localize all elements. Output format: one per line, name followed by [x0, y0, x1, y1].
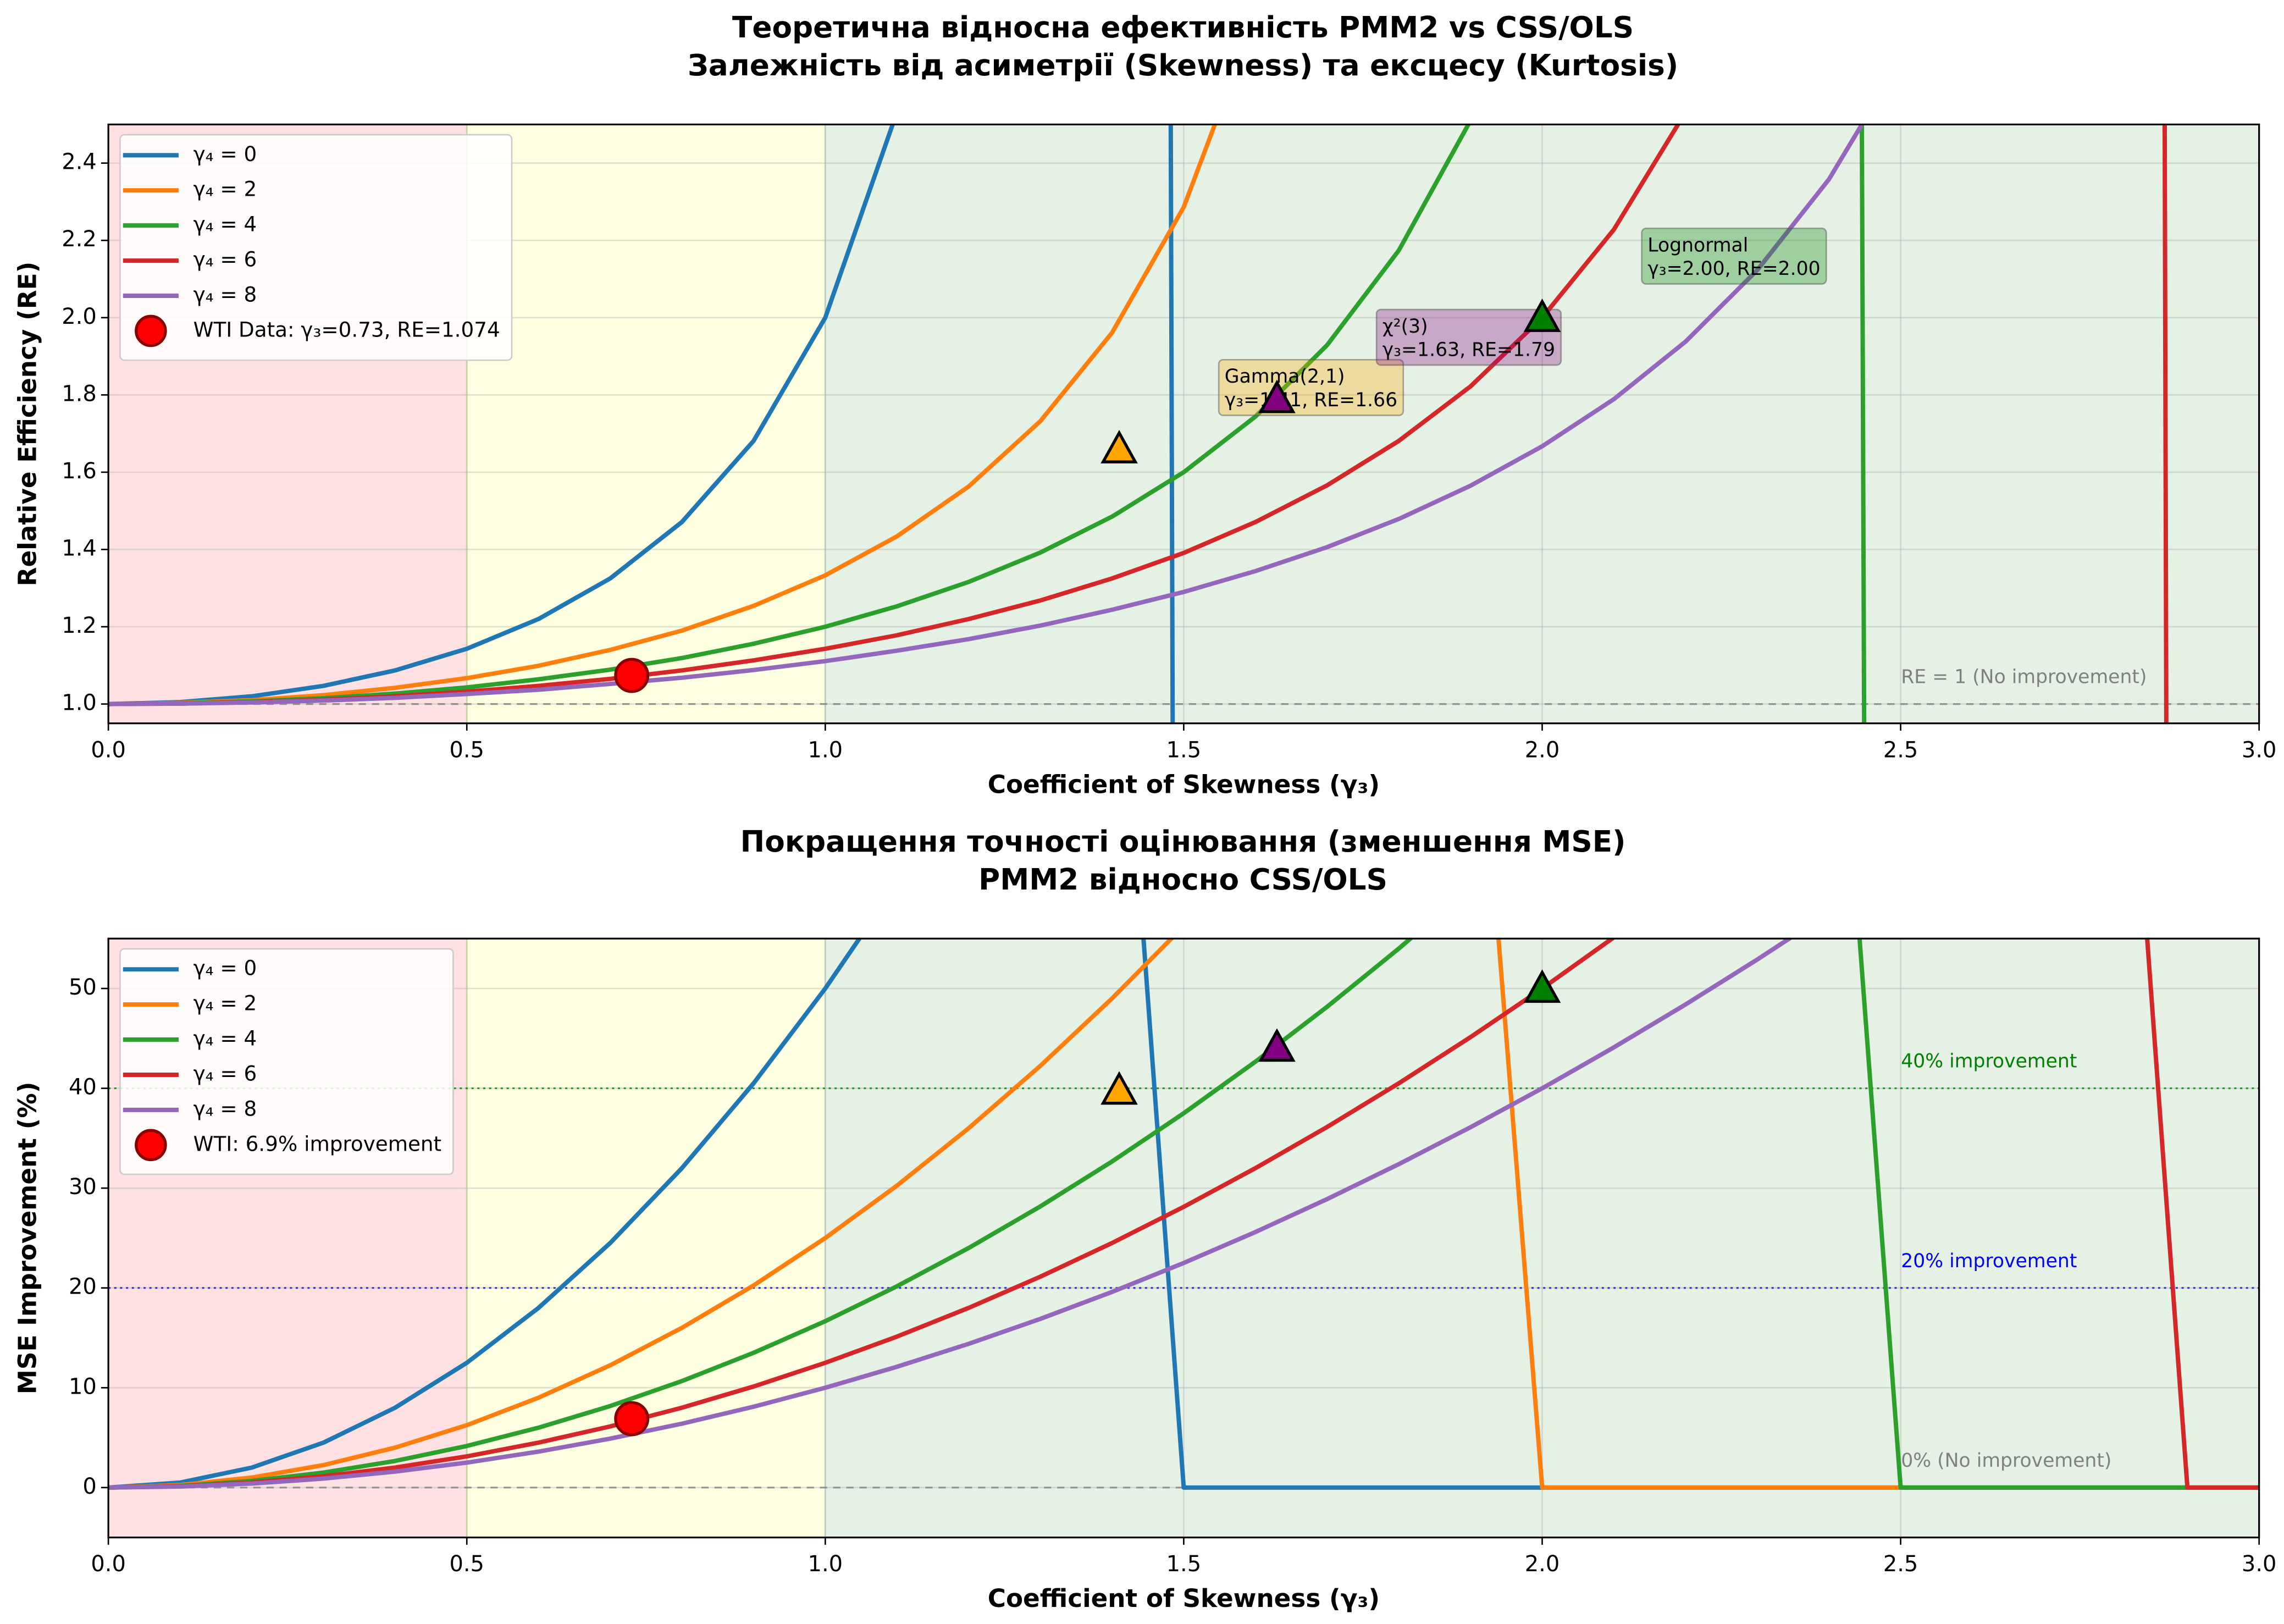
series-line	[108, 124, 2169, 723]
legend-label: γ₄ = 2	[193, 177, 257, 201]
legend-frame	[119, 134, 513, 361]
annotation: Gamma(2,1)γ₃=1.41, RE=1.66	[1218, 358, 1404, 416]
data-point	[1523, 299, 1561, 332]
y-tick-label: 1.6	[62, 459, 97, 484]
data-point	[1523, 969, 1561, 1003]
legend-label: γ₄ = 4	[193, 212, 257, 236]
legend-label: γ₄ = 4	[193, 1026, 257, 1051]
y-tick-label: 2.0	[62, 304, 97, 329]
x-tick-label: 0.5	[449, 737, 484, 763]
y-tick-label: 0	[82, 1474, 96, 1499]
series-line	[108, 938, 1794, 1490]
lines	[108, 938, 2259, 1490]
y-tick-label: 1.0	[62, 691, 97, 716]
plot-frame	[107, 937, 2260, 1539]
reference-label: 40% improvement	[1901, 1051, 2077, 1073]
legend: γ₄ = 0 γ₄ = 2 γ₄ = 4 γ₄ = 6 γ₄ = 8 WTI Data: …	[119, 134, 513, 361]
x-tick-label: 1.0	[808, 1551, 843, 1577]
subplot: Покращення точності оцінювання (зменшенн…	[13, 825, 2277, 1613]
plot-frame	[107, 123, 2260, 725]
series-line	[108, 938, 2259, 1490]
y-axis-label: MSE Improvement (%)	[13, 1082, 42, 1395]
reference-label: 0% (No improvement)	[1901, 1450, 2111, 1472]
x-axis-label: Coefficient of Skewness (γ₃)	[988, 770, 1380, 799]
series-line	[108, 124, 1867, 723]
x-tick-label: 2.5	[1883, 1551, 1918, 1577]
legend-label: γ₄ = 0	[193, 956, 257, 980]
x-tick-label: 2.0	[1525, 737, 1560, 763]
subplot: Теоретична відносна ефективність PMM2 vs…	[13, 10, 2277, 799]
series-line	[108, 124, 1218, 706]
chart-title: Покращення точності оцінювання (зменшенн…	[740, 825, 1626, 859]
legend-swatch	[135, 1129, 167, 1162]
legend-label: γ₄ = 8	[193, 283, 257, 307]
x-tick-label: 2.5	[1883, 737, 1918, 763]
legend-frame	[119, 948, 454, 1175]
annotation: χ²(3)γ₃=1.63, RE=1.79	[1375, 308, 1562, 366]
x-axis-label: Coefficient of Skewness (γ₃)	[988, 1584, 1380, 1613]
series-line	[108, 124, 1865, 706]
chart-title: Залежність від асиметрії (Skewness) та е…	[688, 48, 1678, 82]
y-tick-label: 10	[69, 1374, 97, 1399]
x-tick-label: 3.0	[2242, 1551, 2277, 1577]
y-tick-label: 50	[69, 975, 97, 1000]
data-point	[1100, 1071, 1138, 1105]
chart-title: PMM2 відносно CSS/OLS	[978, 863, 1387, 897]
data-point	[614, 658, 650, 693]
y-tick-label: 2.4	[62, 150, 97, 175]
legend-label: WTI Data: γ₃=0.73, RE=1.074	[193, 317, 500, 341]
region	[466, 937, 826, 1538]
y-tick-label: 1.2	[62, 613, 97, 638]
y-tick-label: 30	[69, 1174, 97, 1200]
legend-label: γ₄ = 0	[193, 142, 257, 166]
annotation-text: Gamma(2,1)	[1225, 366, 1345, 388]
x-tick-label: 1.5	[1166, 1551, 1202, 1577]
legend: γ₄ = 0 γ₄ = 2 γ₄ = 4 γ₄ = 6 γ₄ = 8 WTI: 6.9% …	[119, 948, 454, 1175]
y-tick-label: 2.2	[62, 227, 97, 252]
annotation-text: χ²(3)	[1382, 316, 1428, 338]
x-tick-label: 3.0	[2242, 737, 2277, 763]
reference-label: 20% improvement	[1901, 1250, 2077, 1272]
reference-label: RE = 1 (No improvement)	[1901, 666, 2147, 688]
series-line	[108, 124, 1175, 723]
annotation-box	[1375, 308, 1562, 366]
y-tick-label: 1.4	[62, 535, 97, 561]
y-tick-label: 40	[69, 1075, 97, 1100]
series-line	[108, 938, 2259, 1490]
lines	[108, 124, 2169, 723]
region	[466, 124, 826, 725]
y-tick-label: 1.8	[62, 381, 97, 406]
data-point	[1100, 429, 1138, 463]
x-tick-label: 1.0	[808, 737, 843, 763]
x-tick-label: 0.0	[91, 1551, 126, 1577]
data-point	[1258, 379, 1296, 413]
data-point	[614, 1401, 650, 1437]
x-tick-label: 2.0	[1525, 1551, 1560, 1577]
annotation-box	[1641, 227, 1827, 285]
region	[824, 124, 2260, 725]
legend-label: γ₄ = 6	[193, 247, 257, 272]
annotation-text: γ₃=1.63, RE=1.79	[1382, 339, 1555, 361]
legend-label: γ₄ = 8	[193, 1096, 257, 1120]
legend-label: WTI: 6.9% improvement	[193, 1131, 442, 1156]
x-tick-label: 0.0	[91, 737, 126, 763]
y-axis-label: Relative Efficiency (RE)	[13, 262, 42, 587]
annotation-text: γ₃=1.41, RE=1.66	[1225, 389, 1397, 411]
legend-label: γ₄ = 6	[193, 1061, 257, 1085]
legend-swatch	[135, 314, 167, 347]
chart-title: Теоретична відносна ефективність PMM2 vs…	[732, 10, 1634, 45]
annotation-text: Lognormal	[1647, 234, 1748, 256]
x-tick-label: 1.5	[1166, 737, 1202, 763]
data-point	[1258, 1028, 1296, 1062]
x-tick-label: 0.5	[449, 1551, 484, 1577]
annotation-text: γ₃=2.00, RE=2.00	[1647, 258, 1820, 280]
y-tick-label: 20	[69, 1274, 97, 1300]
legend-label: γ₄ = 2	[193, 991, 257, 1015]
